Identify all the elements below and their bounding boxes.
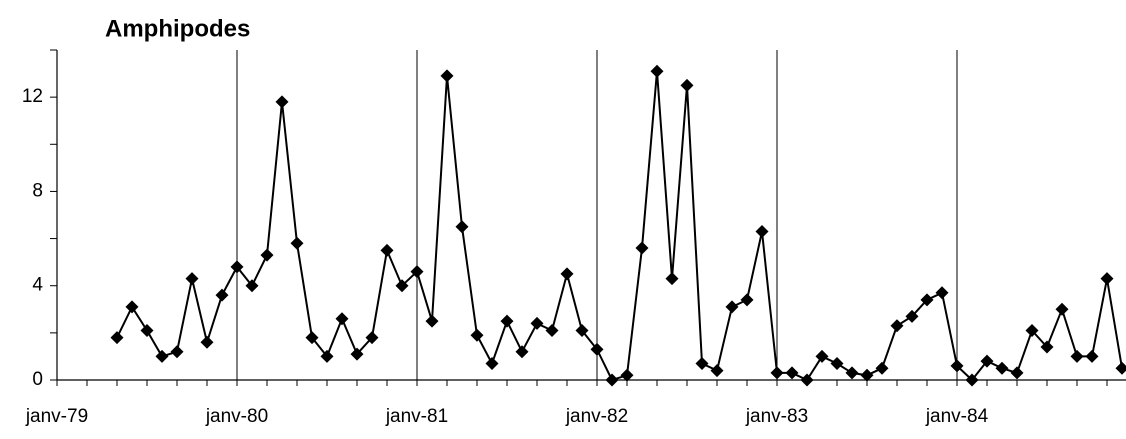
data-point bbox=[605, 373, 619, 387]
data-point bbox=[1025, 324, 1039, 337]
data-point bbox=[425, 314, 439, 328]
data-point bbox=[470, 328, 484, 342]
data-point bbox=[875, 361, 889, 375]
data-point bbox=[275, 95, 289, 109]
data-point bbox=[815, 349, 829, 363]
data-point bbox=[635, 241, 649, 255]
data-point bbox=[395, 279, 409, 293]
data-point bbox=[800, 373, 814, 387]
x-tick-label: janv-82 bbox=[565, 406, 628, 427]
data-point bbox=[575, 324, 589, 337]
data-point bbox=[920, 293, 934, 307]
y-tick-label: 0 bbox=[32, 369, 43, 390]
data-point bbox=[260, 248, 274, 262]
data-point bbox=[965, 373, 979, 387]
data-point bbox=[1010, 366, 1024, 380]
data-point bbox=[980, 354, 994, 368]
data-point bbox=[440, 69, 454, 83]
data-point bbox=[110, 331, 124, 345]
data-point bbox=[650, 64, 664, 78]
data-point bbox=[365, 331, 379, 345]
data-point bbox=[725, 300, 739, 314]
data-point bbox=[1040, 340, 1054, 354]
data-point bbox=[380, 243, 394, 257]
data-point bbox=[785, 366, 799, 380]
data-point bbox=[215, 288, 229, 302]
data-point bbox=[320, 349, 334, 363]
data-point bbox=[200, 335, 214, 349]
y-tick-label: 4 bbox=[32, 275, 43, 296]
data-point bbox=[950, 359, 964, 373]
data-point bbox=[740, 293, 754, 307]
data-point bbox=[350, 347, 364, 361]
data-point bbox=[245, 279, 259, 293]
data-point bbox=[755, 225, 769, 238]
chart-title: Amphipodes bbox=[105, 15, 250, 42]
data-point bbox=[665, 272, 679, 286]
data-point bbox=[140, 324, 154, 337]
data-point bbox=[1115, 361, 1126, 375]
data-point bbox=[485, 357, 499, 370]
data-point bbox=[1070, 349, 1084, 363]
x-tick-label: janv-84 bbox=[925, 406, 989, 427]
data-point bbox=[620, 368, 634, 382]
data-point bbox=[935, 286, 949, 300]
data-point bbox=[830, 357, 844, 370]
data-point bbox=[155, 349, 169, 363]
data-point bbox=[1085, 349, 1099, 363]
data-point bbox=[290, 236, 304, 250]
data-point bbox=[500, 314, 514, 328]
x-tick-label: janv-83 bbox=[745, 406, 808, 427]
data-point bbox=[680, 78, 694, 92]
data-point bbox=[710, 364, 724, 378]
y-tick-label: 8 bbox=[32, 180, 43, 201]
data-point bbox=[170, 345, 184, 359]
data-point bbox=[410, 265, 424, 279]
data-point bbox=[845, 366, 859, 380]
data-point bbox=[695, 357, 709, 370]
data-point bbox=[230, 260, 244, 274]
data-point bbox=[305, 331, 319, 345]
x-tick-label: janv-80 bbox=[205, 406, 268, 427]
data-point bbox=[860, 368, 874, 382]
data-point bbox=[335, 312, 349, 326]
data-point bbox=[905, 309, 919, 323]
data-point bbox=[545, 324, 559, 337]
data-point bbox=[590, 342, 604, 356]
data-point bbox=[185, 272, 199, 286]
data-point bbox=[770, 366, 784, 380]
x-tick-label: janv-81 bbox=[385, 406, 448, 427]
data-point bbox=[530, 316, 544, 330]
data-point bbox=[125, 300, 139, 314]
data-point bbox=[455, 220, 469, 234]
data-line bbox=[116, 71, 1123, 382]
x-tick-label: janv-79 bbox=[25, 406, 88, 427]
data-point bbox=[560, 267, 574, 281]
data-point bbox=[890, 319, 904, 333]
data-point bbox=[515, 345, 529, 359]
data-point bbox=[1100, 272, 1114, 286]
data-point bbox=[995, 361, 1009, 375]
y-tick-label: 12 bbox=[22, 86, 43, 107]
data-point bbox=[1055, 302, 1069, 316]
